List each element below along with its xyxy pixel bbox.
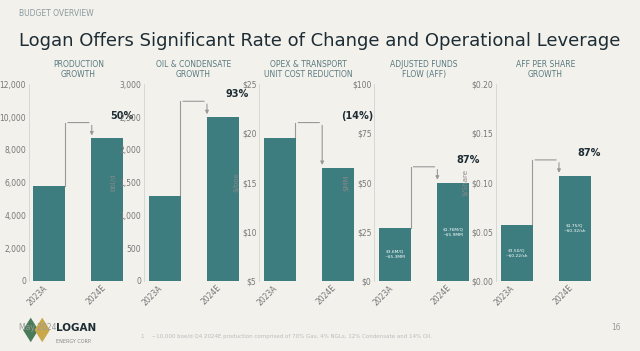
Text: 1    ~10,000 boe/d Q4 2024E production comprised of 70% Gas, 4% NGLs, 12% Conden: 1 ~10,000 boe/d Q4 2024E production comp… bbox=[141, 334, 431, 339]
Text: 93%: 93% bbox=[226, 89, 249, 99]
Bar bbox=[559, 176, 591, 281]
Text: 50%: 50% bbox=[111, 111, 134, 121]
Y-axis label: $/boe: $/boe bbox=[233, 173, 239, 192]
Bar bbox=[379, 228, 411, 281]
Title: OIL & CONDENSATE
GROWTH: OIL & CONDENSATE GROWTH bbox=[156, 60, 231, 79]
Text: $3.50/Q
~$0.22/sh: $3.50/Q ~$0.22/sh bbox=[505, 249, 528, 257]
Title: ADJUSTED FUNDS
FLOW (AFF): ADJUSTED FUNDS FLOW (AFF) bbox=[390, 60, 458, 79]
Text: LOGAN: LOGAN bbox=[56, 323, 96, 333]
Text: ENERGY CORP.: ENERGY CORP. bbox=[56, 339, 92, 344]
Text: Logan Offers Significant Rate of Change and Operational Leverage: Logan Offers Significant Rate of Change … bbox=[19, 32, 621, 49]
Y-axis label: bbl/d: bbl/d bbox=[111, 174, 116, 191]
Bar bbox=[322, 168, 354, 330]
Bar bbox=[148, 196, 180, 281]
Text: 87%: 87% bbox=[456, 155, 479, 165]
Bar bbox=[207, 117, 239, 281]
Bar bbox=[500, 225, 532, 281]
Text: $1.75/Q
~$0.32/sh: $1.75/Q ~$0.32/sh bbox=[563, 224, 586, 233]
Title: AFF PER SHARE
GROWTH: AFF PER SHARE GROWTH bbox=[516, 60, 575, 79]
Text: May 2024: May 2024 bbox=[19, 323, 57, 332]
Bar bbox=[264, 138, 296, 330]
Title: OPEX & TRANSPORT
UNIT COST REDUCTION: OPEX & TRANSPORT UNIT COST REDUCTION bbox=[264, 60, 353, 79]
Text: $1.76M/Q
~$5.9MM: $1.76M/Q ~$5.9MM bbox=[443, 227, 463, 236]
Text: $3.6M/Q
~$5.3MM: $3.6M/Q ~$5.3MM bbox=[385, 250, 405, 259]
Polygon shape bbox=[23, 318, 38, 342]
Y-axis label: $MM: $MM bbox=[344, 174, 349, 191]
Text: (14%): (14%) bbox=[341, 111, 373, 121]
Y-axis label: $/Share: $/Share bbox=[463, 169, 468, 196]
Text: 87%: 87% bbox=[578, 148, 601, 158]
Polygon shape bbox=[35, 318, 50, 342]
Bar bbox=[33, 186, 65, 281]
Title: PRODUCTION
GROWTH: PRODUCTION GROWTH bbox=[53, 60, 104, 79]
Bar bbox=[92, 138, 124, 281]
Text: 16: 16 bbox=[611, 323, 621, 332]
Text: BUDGET OVERVIEW: BUDGET OVERVIEW bbox=[19, 9, 94, 18]
Bar bbox=[437, 183, 469, 281]
